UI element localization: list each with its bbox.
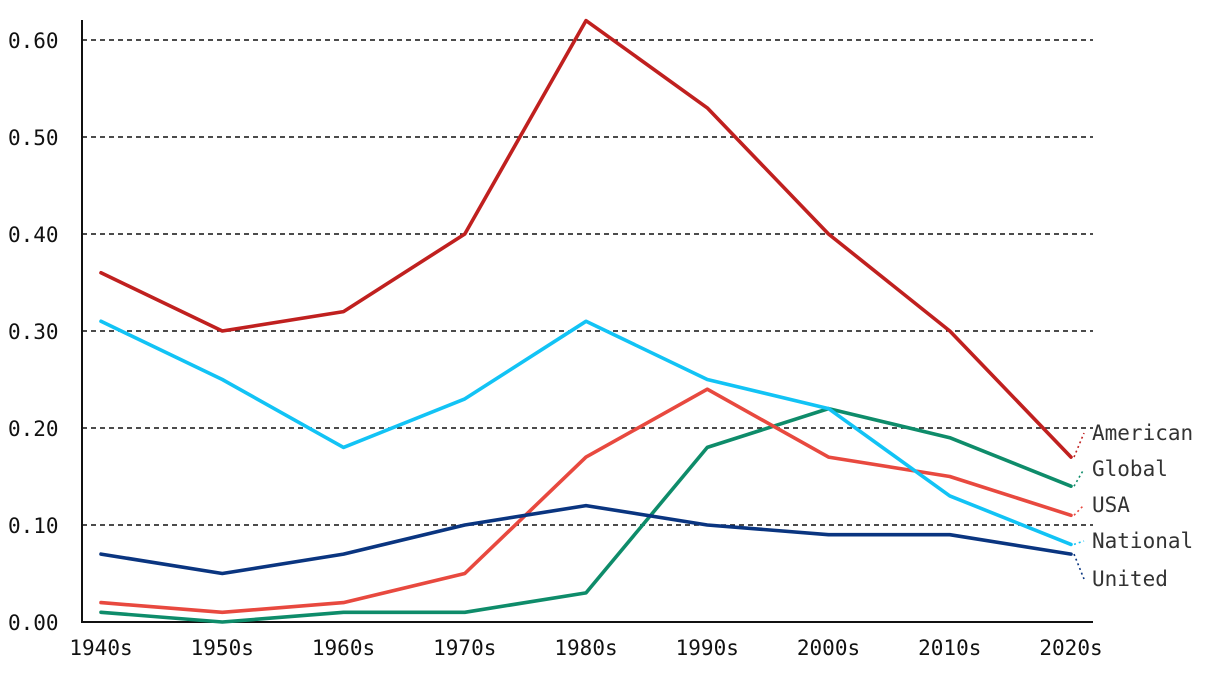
series-label: Global [1092, 457, 1168, 481]
label-leader [1073, 504, 1085, 516]
x-tick-label: 1950s [191, 636, 254, 660]
x-tick-label: 2010s [918, 636, 981, 660]
y-tick-label: 0.30 [8, 320, 59, 344]
series-line-american [99, 18, 1073, 459]
y-tick-label: 0.20 [8, 417, 59, 441]
series-label: National [1092, 529, 1193, 553]
series-label: United [1092, 567, 1168, 591]
series-line-global [99, 406, 1073, 624]
x-tick-label: 1990s [676, 636, 739, 660]
y-tick-label: 0.10 [8, 514, 59, 538]
series-line-united [99, 503, 1073, 576]
x-tick-label: 1940s [69, 636, 132, 660]
y-tick-label: 0.50 [8, 126, 59, 150]
label-leader [1073, 432, 1085, 458]
series-labels: American Global USA National United [1073, 421, 1193, 591]
x-tick-label: 1970s [433, 636, 496, 660]
x-tick-label: 1960s [312, 636, 375, 660]
series-line-national [99, 319, 1073, 547]
axes: 0.00 0.10 0.20 0.30 0.40 0.50 0.60 1940s 1950s 19… [8, 20, 1103, 660]
label-leader [1073, 553, 1085, 580]
gridlines [82, 39, 1093, 526]
label-leader [1073, 540, 1085, 546]
y-tick-label: 0.40 [8, 223, 59, 247]
series-lines [99, 18, 1073, 624]
x-tick-label: 2000s [797, 636, 860, 660]
series-line-usa [99, 387, 1073, 615]
label-leader [1073, 468, 1085, 487]
x-tick-label: 1980s [554, 636, 617, 660]
series-label: USA [1092, 493, 1130, 517]
x-tick-label: 2020s [1039, 636, 1102, 660]
y-tick-label: 0.60 [8, 29, 59, 53]
series-label: American [1092, 421, 1193, 445]
y-tick-label: 0.00 [8, 611, 59, 635]
